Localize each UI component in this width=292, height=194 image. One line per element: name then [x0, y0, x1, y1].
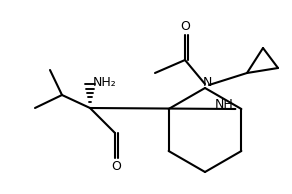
Text: NH: NH: [215, 99, 233, 112]
Text: NH₂: NH₂: [93, 75, 117, 88]
Text: O: O: [180, 21, 190, 34]
Text: N: N: [202, 75, 212, 88]
Text: O: O: [111, 160, 121, 173]
